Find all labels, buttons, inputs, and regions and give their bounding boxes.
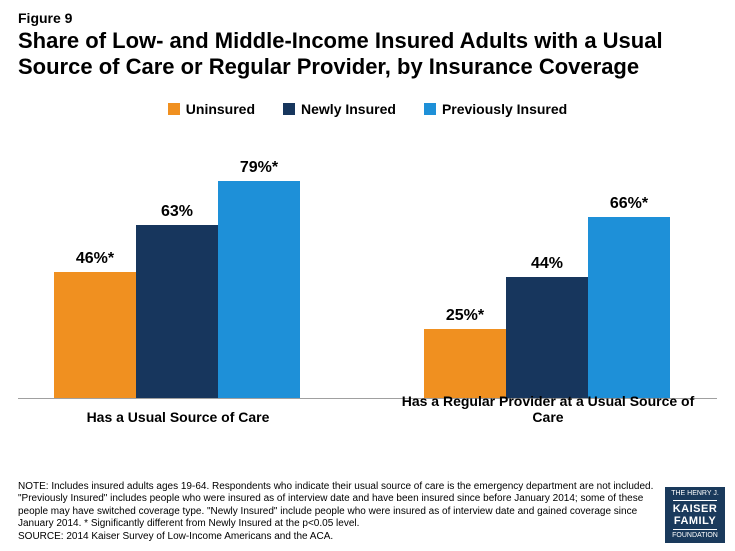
- bar-wrap: 25%*: [424, 307, 506, 398]
- bar-group: 46%* 63% 79%*: [54, 159, 300, 397]
- logo-bottom: FOUNDATION: [672, 532, 718, 540]
- bar-wrap: 46%*: [54, 250, 136, 398]
- bar-value-label: 66%*: [610, 195, 648, 213]
- bar: [136, 225, 218, 398]
- bar: [54, 272, 136, 398]
- figure-label: Figure 9: [18, 10, 717, 26]
- source-text: SOURCE: 2014 Kaiser Survey of Low-Income…: [18, 531, 333, 542]
- bar: [218, 181, 300, 397]
- legend-swatch: [168, 103, 180, 115]
- chart-area: 46%* 63% 79%* 25%* 44% 66%* Has a Usual Sourc…: [18, 125, 717, 425]
- x-axis-label: Has a Usual Source of Care: [28, 409, 328, 425]
- bar-wrap: 63%: [136, 203, 218, 398]
- bar-wrap: 44%: [506, 255, 588, 398]
- x-axis-labels: Has a Usual Source of CareHas a Regular …: [18, 403, 717, 425]
- logo-divider: [673, 500, 717, 501]
- legend-item: Newly Insured: [283, 101, 396, 117]
- logo-divider: [673, 529, 717, 530]
- logo-top: THE HENRY J.: [671, 490, 719, 498]
- legend-label: Newly Insured: [301, 101, 396, 117]
- chart-title: Share of Low- and Middle-Income Insured …: [18, 28, 717, 81]
- legend-item: Previously Insured: [424, 101, 567, 117]
- legend-label: Previously Insured: [442, 101, 567, 117]
- bar-value-label: 79%*: [240, 159, 278, 177]
- chart-notes: NOTE: Includes insured adults ages 19-64…: [18, 481, 655, 544]
- bar-value-label: 44%: [531, 255, 563, 273]
- x-axis-label: Has a Regular Provider at a Usual Source…: [398, 393, 698, 425]
- chart-header: Figure 9 Share of Low- and Middle-Income…: [0, 0, 735, 87]
- bar-group: 25%* 44% 66%*: [424, 195, 670, 398]
- legend-swatch: [424, 103, 436, 115]
- bar-wrap: 66%*: [588, 195, 670, 398]
- legend-swatch: [283, 103, 295, 115]
- bar: [506, 277, 588, 398]
- logo-mid1: KAISER: [673, 503, 718, 515]
- bar-value-label: 63%: [161, 203, 193, 221]
- bar-wrap: 79%*: [218, 159, 300, 397]
- note-text: NOTE: Includes insured adults ages 19-64…: [18, 481, 653, 530]
- bar-value-label: 46%*: [76, 250, 114, 268]
- bar: [588, 217, 670, 398]
- logo-mid2: FAMILY: [674, 515, 716, 527]
- legend-item: Uninsured: [168, 101, 255, 117]
- bar: [424, 329, 506, 398]
- legend: Uninsured Newly Insured Previously Insured: [0, 101, 735, 117]
- bar-value-label: 25%*: [446, 307, 484, 325]
- kaiser-logo: THE HENRY J. KAISER FAMILY FOUNDATION: [665, 487, 725, 543]
- plot-region: 46%* 63% 79%* 25%* 44% 66%*: [18, 125, 717, 399]
- legend-label: Uninsured: [186, 101, 255, 117]
